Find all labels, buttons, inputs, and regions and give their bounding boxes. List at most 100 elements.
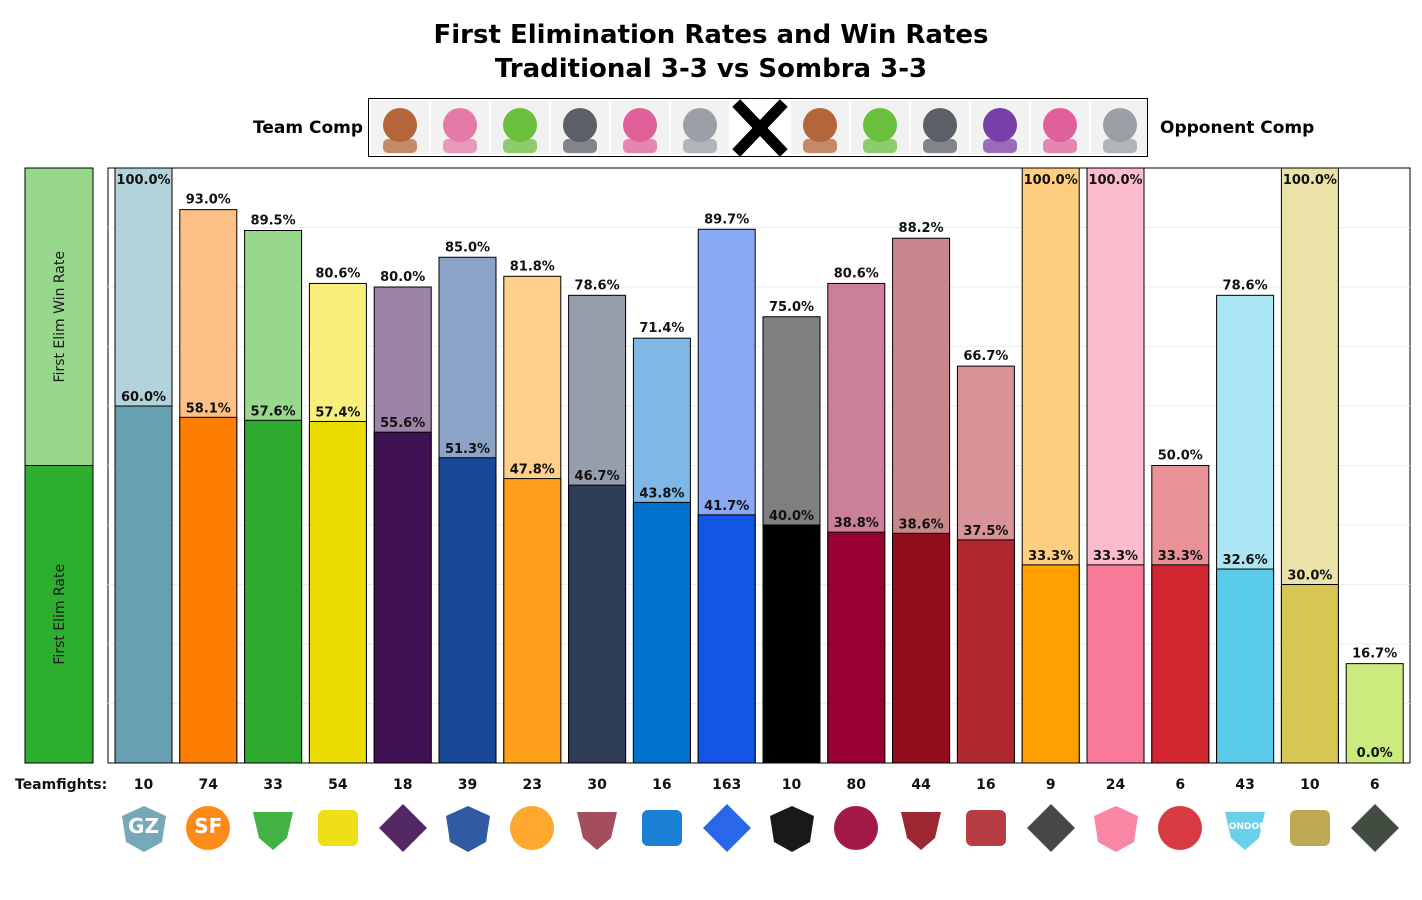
paris-eternal-logo [567, 800, 627, 856]
x-icon [732, 99, 788, 157]
bar-first-elim-rate [114, 405, 173, 764]
win-rate-value-label: 93.0% [186, 193, 231, 208]
first-elim-value-label: 37.5% [963, 524, 1008, 539]
sf-shock-logo: SF [178, 800, 238, 856]
teamfights-count: 80 [847, 777, 867, 793]
seoul-dynasty-logo [1280, 800, 1340, 856]
first-elim-value-label: 33.3% [1158, 549, 1203, 564]
legend-win-rate-label: First Elim Win Rate [52, 251, 68, 382]
sombra-portrait-icon [971, 101, 1029, 154]
nyxl-logo [438, 800, 498, 856]
title-line-1: First Elimination Rates and Win Rates [433, 20, 989, 50]
hero-portraits [371, 99, 1149, 157]
lucio-portrait-icon [851, 101, 909, 154]
teamfights-count: 74 [199, 777, 219, 793]
chengdu-hunters-logo [1021, 800, 1081, 856]
teamfights-count: 16 [976, 777, 995, 793]
bar-first-elim-rate [438, 457, 497, 764]
teamfights-count: 18 [393, 777, 412, 793]
reinhardt-portrait-icon [911, 101, 969, 154]
legend-win-rate-swatch [24, 167, 94, 466]
first-elim-value-label: 38.6% [899, 517, 944, 532]
logo-text: SF [194, 814, 223, 838]
opponent-comp-label: Opponent Comp [1160, 118, 1315, 138]
first-elim-value-label: 30.0% [1287, 569, 1332, 584]
win-rate-value-label: 66.7% [963, 349, 1008, 364]
teamfights-count: 6 [1370, 777, 1380, 793]
first-elim-value-label: 43.8% [639, 486, 684, 501]
win-rate-value-label: 100.0% [116, 173, 170, 188]
lucio-portrait-icon [491, 101, 549, 154]
teamfights-count: 33 [263, 777, 282, 793]
vancouver-titans-logo [243, 800, 303, 856]
win-rate-value-label: 80.6% [315, 266, 360, 281]
teamfights-label: Teamfights: [15, 777, 107, 793]
bar-first-elim-rate [1086, 564, 1145, 764]
win-rate-value-label: 80.0% [380, 270, 425, 285]
bar-first-elim-rate [179, 416, 238, 764]
logo-text: GZ [128, 814, 159, 838]
zarya-portrait-icon [1031, 101, 1089, 154]
dallas-fuel-logo [632, 800, 692, 856]
houston-outlaws-logo [1345, 800, 1405, 856]
first-elim-value-label: 41.7% [704, 499, 749, 514]
win-rate-value-label: 100.0% [1283, 173, 1337, 188]
team-logos-row: GZ SF LONDON [0, 800, 1422, 860]
bar-first-elim-rate [1280, 584, 1339, 764]
win-rate-value-label: 100.0% [1088, 173, 1142, 188]
brigitte-portrait-icon [791, 101, 849, 154]
first-elim-value-label: 57.4% [315, 405, 360, 420]
teamfights-count: 10 [782, 777, 802, 793]
first-elim-value-label: 55.6% [380, 416, 425, 431]
bar-first-elim-rate [827, 531, 886, 764]
bar-first-elim-rate [308, 420, 367, 764]
brigitte-portrait-icon [371, 101, 429, 154]
bar-first-elim-rate [1021, 564, 1080, 764]
win-rate-value-label: 85.0% [445, 240, 490, 255]
bar-first-elim-rate [956, 539, 1015, 764]
teamfights-count: 44 [911, 777, 931, 793]
bar-first-elim-rate [568, 484, 627, 764]
win-rate-value-label: 81.8% [510, 259, 555, 274]
bar-first-elim-rate [762, 524, 821, 764]
win-rate-value-label: 89.7% [704, 212, 749, 227]
zarya-portrait-icon [611, 101, 669, 154]
bar-first-elim-rate [244, 419, 303, 764]
florida-mayhem-logo [956, 800, 1016, 856]
win-rate-value-label: 88.2% [899, 221, 944, 236]
teamfights-count: 9 [1046, 777, 1056, 793]
teamfights-count: 23 [523, 777, 542, 793]
london-spitfire-logo: LONDON [1215, 800, 1275, 856]
win-rate-value-label: 50.0% [1158, 449, 1203, 464]
teamfights-count: 163 [712, 777, 741, 793]
win-rate-value-label: 80.6% [834, 266, 879, 281]
logo-text: LONDON [1223, 822, 1267, 832]
teamfights-count: 10 [134, 777, 154, 793]
bar-first-elim-rate [373, 431, 432, 764]
first-elim-value-label: 33.3% [1028, 549, 1073, 564]
teamfights-count: 39 [458, 777, 477, 793]
first-elim-value-label: 51.3% [445, 442, 490, 457]
first-elim-value-label: 0.0% [1357, 746, 1393, 761]
first-elim-value-label: 60.0% [121, 390, 166, 405]
guangzhou-charge-logo: GZ [114, 800, 174, 856]
bar-first-elim-rate [632, 501, 691, 764]
teamfights-count: 16 [652, 777, 671, 793]
bar-first-elim-rate [892, 532, 951, 764]
shanghai-dragons-logo [1150, 800, 1210, 856]
first-elim-value-label: 33.3% [1093, 549, 1138, 564]
first-elim-value-label: 47.8% [510, 463, 555, 478]
teamfights-count: 24 [1106, 777, 1126, 793]
title-line-2: Traditional 3-3 vs Sombra 3-3 [494, 54, 928, 84]
win-rate-value-label: 78.6% [1223, 278, 1268, 293]
bar-first-elim-rate [1151, 564, 1210, 764]
dva-portrait-icon [431, 101, 489, 154]
win-rate-value-label: 89.5% [251, 213, 296, 228]
boston-uprising-logo [697, 800, 757, 856]
bar-first-elim-rate [503, 478, 562, 764]
chart-title: First Elimination Rates and Win Rates Tr… [0, 18, 1422, 86]
win-rate-value-label: 78.6% [575, 278, 620, 293]
win-rate-value-label: 71.4% [639, 321, 684, 336]
teamfights-count: 10 [1300, 777, 1320, 793]
